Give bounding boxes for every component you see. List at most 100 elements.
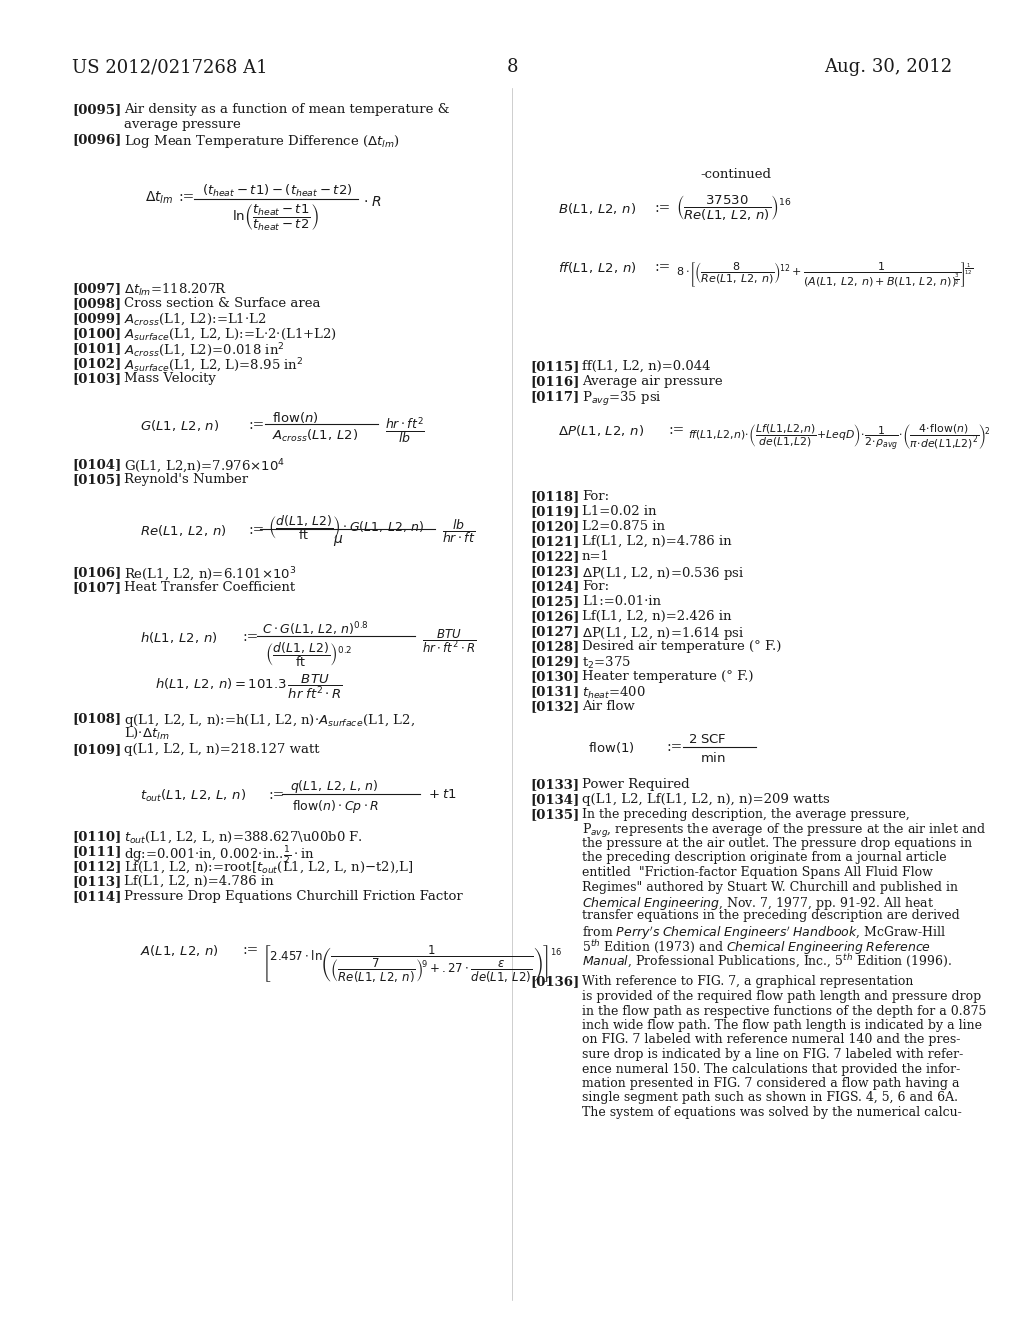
Text: [0112]: [0112]: [72, 861, 122, 873]
Text: The system of equations was solved by the numerical calcu-: The system of equations was solved by th…: [582, 1106, 962, 1119]
Text: [0101]: [0101]: [72, 342, 121, 355]
Text: $\it{Chemical\;Engineering}$, Nov. 7, 1977, pp. 91-92. All heat: $\it{Chemical\;Engineering}$, Nov. 7, 19…: [582, 895, 934, 912]
Text: $B(L1,\,L2,\,n)$: $B(L1,\,L2,\,n)$: [558, 201, 636, 216]
Text: Aug. 30, 2012: Aug. 30, 2012: [824, 58, 952, 77]
Text: $\Delta t_{lm}$=118.207R: $\Delta t_{lm}$=118.207R: [124, 282, 227, 298]
Text: $\ln\!\left(\dfrac{t_{heat}-t1}{t_{heat}-t2}\right)$: $\ln\!\left(\dfrac{t_{heat}-t1}{t_{heat}…: [232, 203, 318, 234]
Text: $t_{out}(L1,\,L2,\,L,\,n)$: $t_{out}(L1,\,L2,\,L,\,n)$: [140, 788, 246, 804]
Text: Regimes" authored by Stuart W. Churchill and published in: Regimes" authored by Stuart W. Churchill…: [582, 880, 958, 894]
Text: $\it{Manual}$, Professional Publications, Inc., 5$^{th}$ Edition (1996).: $\it{Manual}$, Professional Publications…: [582, 953, 952, 970]
Text: t$_2$=375: t$_2$=375: [582, 655, 631, 671]
Text: mation presented in FIG. 7 considered a flow path having a: mation presented in FIG. 7 considered a …: [582, 1077, 959, 1090]
Text: [0097]: [0097]: [72, 282, 121, 294]
Text: $A_{surface}$(L1, L2, L):=L$\cdot$2$\cdot$(L1+L2): $A_{surface}$(L1, L2, L):=L$\cdot$2$\cdo…: [124, 327, 337, 342]
Text: 5$^{th}$ Edition (1973) and $\it{Chemical\;Engineering\;Reference}$: 5$^{th}$ Edition (1973) and $\it{Chemica…: [582, 939, 931, 957]
Text: :=: :=: [248, 418, 264, 432]
Text: $\Delta$P(L1, L2, n)=1.614 psi: $\Delta$P(L1, L2, n)=1.614 psi: [582, 624, 744, 642]
Text: Pressure Drop Equations Churchill Friction Factor: Pressure Drop Equations Churchill Fricti…: [124, 890, 463, 903]
Text: dg:=0.001$\cdot$in, 0.002$\cdot$in..$\frac{1}{2}\cdot$in: dg:=0.001$\cdot$in, 0.002$\cdot$in..$\fr…: [124, 845, 314, 867]
Text: $\cdot\; R$: $\cdot\; R$: [362, 195, 382, 209]
Text: -continued: -continued: [700, 168, 771, 181]
Text: $\mu$: $\mu$: [333, 533, 343, 548]
Text: Desired air temperature (° F.): Desired air temperature (° F.): [582, 640, 781, 653]
Text: [0114]: [0114]: [72, 890, 122, 903]
Text: Re(L1, L2, n)=6.101$\times 10^3$: Re(L1, L2, n)=6.101$\times 10^3$: [124, 566, 296, 583]
Text: For:: For:: [582, 490, 609, 503]
Text: [0129]: [0129]: [530, 655, 580, 668]
Text: [0116]: [0116]: [530, 375, 580, 388]
Text: the preceding description originate from a journal article: the preceding description originate from…: [582, 851, 946, 865]
Text: $Re(L1,\,L2,\,n)$: $Re(L1,\,L2,\,n)$: [140, 523, 226, 539]
Text: [0107]: [0107]: [72, 581, 121, 594]
Text: $8\cdot\!\left[\left(\dfrac{8}{Re(L1,\,L2,\,n)}\right)^{\!12}+\dfrac{1}{\left(A(: $8\cdot\!\left[\left(\dfrac{8}{Re(L1,\,L…: [676, 260, 974, 289]
Text: :=: :=: [666, 741, 682, 754]
Text: Lf(L1, L2, n)=2.426 in: Lf(L1, L2, n)=2.426 in: [582, 610, 731, 623]
Text: 8: 8: [506, 58, 518, 77]
Text: [0128]: [0128]: [530, 640, 580, 653]
Text: For:: For:: [582, 579, 609, 593]
Text: [0127]: [0127]: [530, 624, 580, 638]
Text: L1:=0.01·in: L1:=0.01·in: [582, 595, 662, 609]
Text: $\left[2.457\cdot\ln\!\left(\dfrac{1}{\left(\dfrac{7}{Re(L1,\,L2,\,n)}\right)^{\: $\left[2.457\cdot\ln\!\left(\dfrac{1}{\l…: [262, 942, 562, 983]
Text: [0125]: [0125]: [530, 595, 580, 609]
Text: $\left(\dfrac{37530}{Re(L1,\,L2,\,n)}\right)^{16}$: $\left(\dfrac{37530}{Re(L1,\,L2,\,n)}\ri…: [676, 193, 792, 222]
Text: $h(L1,\,L2,\,n) = 101.3\,\dfrac{BTU}{hr\;ft^2\cdot R}$: $h(L1,\,L2,\,n) = 101.3\,\dfrac{BTU}{hr\…: [155, 673, 343, 701]
Text: [0133]: [0133]: [530, 777, 580, 791]
Text: $\min$: $\min$: [700, 751, 726, 766]
Text: $\left(\dfrac{d(L1,\,L2)}{\mathrm{ft}}\right)\cdot G(L1,\,L2,\,n)$: $\left(\dfrac{d(L1,\,L2)}{\mathrm{ft}}\r…: [268, 513, 424, 543]
Text: L2=0.875 in: L2=0.875 in: [582, 520, 665, 533]
Text: $2\;\mathrm{SCF}$: $2\;\mathrm{SCF}$: [688, 733, 726, 746]
Text: single segment path such as shown in FIGS. 4, 5, 6 and 6A.: single segment path such as shown in FIG…: [582, 1092, 958, 1105]
Text: Heat Transfer Coefficient: Heat Transfer Coefficient: [124, 581, 295, 594]
Text: $\Delta P(L1,\,L2,\,n)$: $\Delta P(L1,\,L2,\,n)$: [558, 422, 644, 438]
Text: $t_{out}$(L1, L2, L, n)=388.627\u00b0 F.: $t_{out}$(L1, L2, L, n)=388.627\u00b0 F.: [124, 830, 362, 846]
Text: $\Delta$P(L1, L2, n)=0.536 psi: $\Delta$P(L1, L2, n)=0.536 psi: [582, 565, 744, 582]
Text: [0108]: [0108]: [72, 711, 121, 725]
Text: [0111]: [0111]: [72, 845, 122, 858]
Text: [0119]: [0119]: [530, 506, 580, 517]
Text: Lf(L1, L2, n)=4.786 in: Lf(L1, L2, n)=4.786 in: [124, 875, 273, 888]
Text: Log Mean Temperature Difference ($\Delta t_{lm}$): Log Mean Temperature Difference ($\Delta…: [124, 133, 399, 150]
Text: from $\it{Perry's\;Chemical\;Engineers'\;Handbook}$, McGraw-Hill: from $\it{Perry's\;Chemical\;Engineers'\…: [582, 924, 946, 941]
Text: [0102]: [0102]: [72, 356, 121, 370]
Text: Heater temperature (° F.): Heater temperature (° F.): [582, 671, 754, 682]
Text: $t_{heat}$=400: $t_{heat}$=400: [582, 685, 646, 701]
Text: $\left(\dfrac{d(L1,\,L2)}{\mathrm{ft}}\right)^{0.2}$: $\left(\dfrac{d(L1,\,L2)}{\mathrm{ft}}\r…: [265, 640, 352, 669]
Text: [0124]: [0124]: [530, 579, 580, 593]
Text: n=1: n=1: [582, 550, 610, 564]
Text: :=: :=: [655, 201, 672, 215]
Text: :=: :=: [178, 190, 195, 205]
Text: [0126]: [0126]: [530, 610, 580, 623]
Text: $q(L1,\,L2,\,L,\,n)$: $q(L1,\,L2,\,L,\,n)$: [290, 777, 379, 795]
Text: Air flow: Air flow: [582, 700, 635, 713]
Text: inch wide flow path. The flow path length is indicated by a line: inch wide flow path. The flow path lengt…: [582, 1019, 982, 1032]
Text: [0098]: [0098]: [72, 297, 121, 310]
Text: :=: :=: [243, 942, 259, 957]
Text: [0113]: [0113]: [72, 875, 121, 888]
Text: $\mathrm{flow}(1)$: $\mathrm{flow}(1)$: [588, 741, 635, 755]
Text: [0130]: [0130]: [530, 671, 580, 682]
Text: [0118]: [0118]: [530, 490, 580, 503]
Text: [0122]: [0122]: [530, 550, 580, 564]
Text: the pressure at the air outlet. The pressure drop equations in: the pressure at the air outlet. The pres…: [582, 837, 972, 850]
Text: [0121]: [0121]: [530, 535, 580, 548]
Text: [0136]: [0136]: [530, 975, 580, 989]
Text: :=: :=: [248, 523, 264, 537]
Text: L)$\cdot\Delta t_{lm}$: L)$\cdot\Delta t_{lm}$: [124, 726, 169, 742]
Text: [0120]: [0120]: [530, 520, 580, 533]
Text: L1=0.02 in: L1=0.02 in: [582, 506, 656, 517]
Text: G(L1, L2,n)=7.976$\times 10^4$: G(L1, L2,n)=7.976$\times 10^4$: [124, 458, 285, 477]
Text: [0135]: [0135]: [530, 808, 580, 821]
Text: q(L1, L2, Lf(L1, L2, n), n)=209 watts: q(L1, L2, Lf(L1, L2, n), n)=209 watts: [582, 793, 829, 807]
Text: in the flow path as respective functions of the depth for a 0.875: in the flow path as respective functions…: [582, 1005, 986, 1018]
Text: [0100]: [0100]: [72, 327, 121, 341]
Text: on FIG. 7 labeled with reference numeral 140 and the pres-: on FIG. 7 labeled with reference numeral…: [582, 1034, 961, 1047]
Text: entitled  "Friction-factor Equation Spans All Fluid Flow: entitled "Friction-factor Equation Spans…: [582, 866, 933, 879]
Text: [0109]: [0109]: [72, 743, 121, 756]
Text: $\mathrm{flow}(n)$: $\mathrm{flow}(n)$: [272, 411, 318, 425]
Text: :=: :=: [268, 788, 285, 803]
Text: $A(L1,\,L2,\,n)$: $A(L1,\,L2,\,n)$: [140, 942, 219, 958]
Text: [0131]: [0131]: [530, 685, 580, 698]
Text: Mass Velocity: Mass Velocity: [124, 372, 216, 385]
Text: $A_{surface}$(L1, L2, L)=8.95 in$^2$: $A_{surface}$(L1, L2, L)=8.95 in$^2$: [124, 356, 303, 375]
